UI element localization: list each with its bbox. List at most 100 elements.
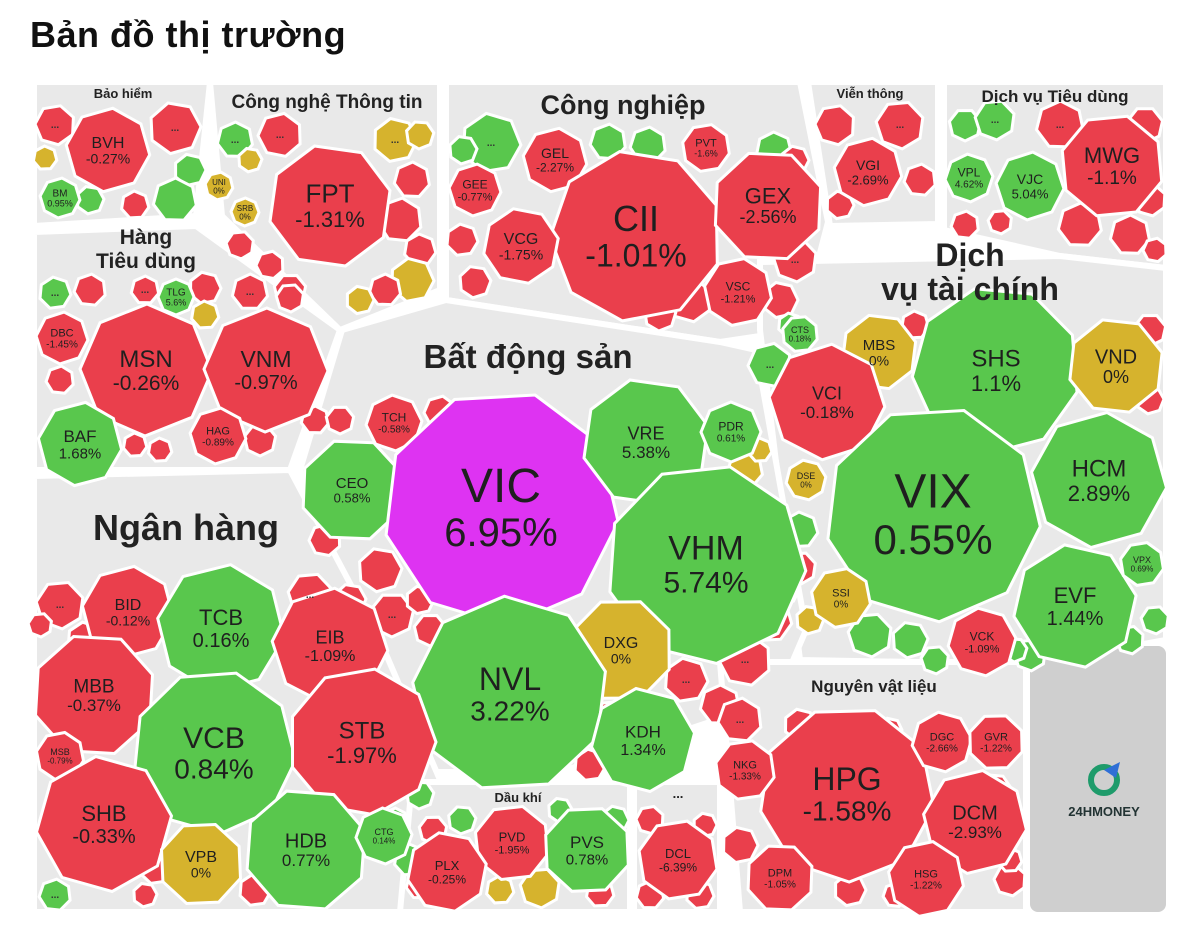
ticker-cell-small[interactable] [902, 162, 937, 197]
ticker-cell-small[interactable] [448, 135, 479, 166]
ticker-cell-hag[interactable] [188, 406, 248, 466]
ticker-cell-small[interactable] [174, 152, 208, 188]
ticker-cell-vnm[interactable] [202, 306, 330, 434]
ticker-cell-pvd[interactable] [473, 804, 551, 882]
ticker-cell-small[interactable] [254, 249, 285, 281]
ticker-cell-small[interactable] [949, 209, 980, 240]
ticker-cell-small[interactable] [37, 877, 72, 912]
ticker-cell-vjc[interactable] [994, 150, 1066, 222]
ticker-cell-gel[interactable] [521, 126, 589, 194]
ticker-cell-small[interactable] [825, 189, 856, 221]
ticker-cell-small[interactable] [132, 881, 159, 909]
ticker-cell-mbb[interactable] [33, 634, 155, 756]
ticker-cell-small[interactable] [891, 621, 930, 660]
ticker-cell-bvh[interactable] [64, 106, 152, 194]
ticker-cell-pdr[interactable] [699, 400, 763, 464]
ticker-cell-uni[interactable] [203, 170, 235, 202]
ticker-cell-vsc[interactable] [703, 257, 773, 327]
ticker-cell-small[interactable] [874, 100, 925, 151]
ticker-cell-vnd[interactable] [1068, 318, 1164, 414]
ticker-cell-small[interactable] [1108, 213, 1152, 255]
ticker-cell-cts[interactable] [781, 315, 819, 353]
ticker-cell-evf[interactable] [1012, 543, 1138, 669]
ticker-cell-small[interactable] [1139, 605, 1170, 636]
ticker-cell-small[interactable] [120, 189, 151, 220]
ticker-cell-bid[interactable] [80, 564, 176, 660]
ticker-cell-small[interactable] [345, 284, 376, 316]
ticker-cell-ctg[interactable] [354, 806, 414, 866]
ticker-cell-dse[interactable] [784, 458, 828, 502]
ticker-cell-vcb[interactable] [132, 671, 298, 836]
ticker-cell-small[interactable] [237, 146, 264, 174]
ticker-cell-small[interactable] [26, 612, 53, 639]
ticker-cell-ssi[interactable] [810, 567, 872, 629]
ticker-cell-small[interactable] [256, 111, 302, 158]
ticker-cell-pvt[interactable] [681, 123, 731, 173]
ticker-cell-small[interactable] [242, 423, 278, 458]
ticker-cell-small[interactable] [72, 272, 107, 307]
ticker-cell-tch[interactable] [364, 393, 424, 453]
ticker-cell-small[interactable] [33, 104, 75, 147]
ticker-cell-dcl[interactable] [637, 819, 719, 901]
ticker-cell-vgi[interactable] [832, 136, 904, 208]
ticker-cell-dgc[interactable] [910, 710, 974, 774]
ticker-cell-vix[interactable] [826, 408, 1042, 624]
ticker-cell-small[interactable] [324, 405, 356, 436]
ticker-cell-baf[interactable] [36, 400, 124, 488]
ticker-cell-small[interactable] [973, 99, 1016, 142]
ticker-cell-small[interactable] [992, 862, 1027, 898]
ticker-cell-pvs[interactable] [544, 807, 630, 893]
ticker-cell-vhm[interactable] [608, 465, 808, 665]
ticker-cell-small[interactable] [358, 547, 404, 594]
ticker-cell-nkg[interactable] [714, 739, 776, 801]
ticker-cell-small[interactable] [151, 176, 198, 222]
ticker-cell-small[interactable] [445, 222, 480, 257]
ticker-cell-vck[interactable] [946, 606, 1018, 678]
ticker-cell-gvr[interactable] [968, 714, 1024, 770]
ticker-cell-fpt[interactable] [268, 144, 392, 268]
ticker-cell-kdh[interactable] [589, 686, 697, 794]
ticker-cell-gee[interactable] [447, 162, 503, 218]
ticker-cell-small[interactable] [44, 364, 75, 395]
ticker-cell-vpb[interactable] [159, 822, 243, 906]
ticker-cell-vpx[interactable] [1119, 541, 1165, 587]
ticker-cell-small[interactable] [274, 283, 305, 314]
ticker-cell-nvl[interactable] [411, 594, 607, 790]
ticker-cell-small[interactable] [75, 185, 106, 216]
ticker-cell-dcm[interactable] [921, 768, 1029, 876]
ticker-cell-msn[interactable] [78, 302, 214, 438]
ticker-cell-small[interactable] [149, 101, 203, 156]
ticker-cell-small[interactable] [188, 270, 223, 306]
ticker-cell-small[interactable] [664, 656, 710, 703]
ticker-cell-small[interactable] [1141, 236, 1168, 264]
ticker-cell-small[interactable] [986, 209, 1013, 236]
ticker-cell-ceo[interactable] [301, 439, 403, 541]
ticker-cell-hdb[interactable] [245, 789, 367, 911]
ticker-cell-shb[interactable] [34, 754, 174, 894]
ticker-cell-hsg[interactable] [887, 840, 965, 918]
ticker-cell-srb[interactable] [229, 196, 261, 228]
ticker-cell-small[interactable] [31, 144, 59, 171]
ticker-cell-small[interactable] [813, 104, 855, 147]
ticker-cell-small[interactable] [224, 230, 255, 261]
ticker-cell-small[interactable] [190, 299, 221, 330]
ticker-cell-plx[interactable] [406, 831, 488, 913]
ticker-cell-bm[interactable] [38, 176, 82, 220]
ticker-cell-mwg[interactable] [1060, 114, 1164, 218]
ticker-cell-hcm[interactable] [1029, 410, 1169, 550]
ticker-cell-small[interactable] [722, 825, 760, 865]
ticker-cell-vcg[interactable] [482, 207, 560, 285]
ticker-cell-gex[interactable] [713, 151, 823, 261]
ticker-cell-small[interactable] [367, 272, 403, 307]
ticker-cell-dbc[interactable] [34, 310, 90, 366]
ticker-cell-small[interactable] [392, 160, 432, 199]
ticker-cell-small[interactable] [458, 265, 493, 300]
ticker-cell-small[interactable] [405, 120, 436, 151]
ticker-cell-stb[interactable] [291, 667, 438, 817]
ticker-cell-small[interactable] [146, 436, 174, 463]
ticker-cell-small[interactable] [390, 256, 436, 303]
ticker-cell-small[interactable] [716, 696, 763, 743]
ticker-cell-cii[interactable] [548, 150, 719, 323]
ticker-cell-small[interactable] [38, 275, 73, 310]
ticker-cell-vpl[interactable] [943, 152, 995, 204]
